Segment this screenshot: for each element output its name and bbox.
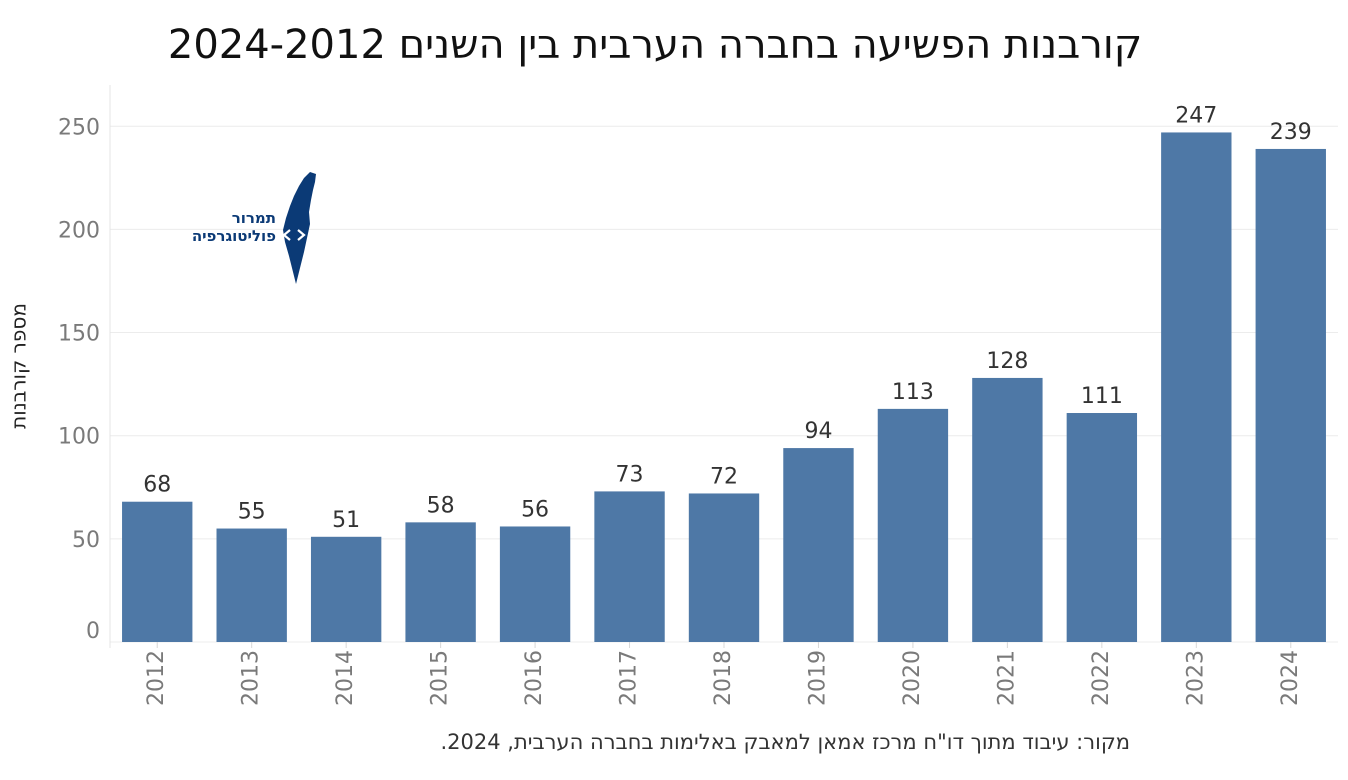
x-tick-label-2023: 2023 bbox=[1183, 650, 1208, 706]
x-tick-label-2012: 2012 bbox=[144, 650, 169, 706]
source-note: מקור: עיבוד מתוך דו"ח מרכז אמאן למאבק בא… bbox=[440, 730, 1130, 754]
bar-2020 bbox=[877, 408, 949, 642]
bar-2024 bbox=[1255, 148, 1326, 643]
bar-2023 bbox=[1161, 132, 1232, 642]
x-tick-label-2020: 2020 bbox=[900, 650, 925, 706]
y-axis-label: מספר קורבנות bbox=[7, 303, 31, 429]
data-label-2013: 55 bbox=[238, 500, 266, 525]
data-label-2024: 239 bbox=[1270, 120, 1312, 145]
chart-title: קורבנות הפשיעה בחברה הערבית בין השנים 20… bbox=[167, 22, 1143, 68]
data-label-2012: 68 bbox=[143, 473, 171, 498]
data-label-2017: 73 bbox=[616, 462, 644, 487]
bar-2019 bbox=[783, 448, 854, 642]
x-tick-label-2017: 2017 bbox=[617, 650, 642, 706]
bar-2018 bbox=[688, 493, 760, 642]
bars bbox=[122, 132, 1326, 643]
x-tick-label-2014: 2014 bbox=[333, 650, 358, 706]
bar-2022 bbox=[1066, 413, 1138, 642]
logo-line-2: פוליטוגרפיה bbox=[191, 227, 276, 245]
bar-2014 bbox=[310, 536, 382, 642]
x-tick-label-2015: 2015 bbox=[428, 650, 453, 706]
data-label-2021: 128 bbox=[986, 349, 1028, 374]
bar-2017 bbox=[594, 491, 665, 642]
x-tick-label-2013: 2013 bbox=[239, 650, 264, 706]
x-tick-label-2018: 2018 bbox=[711, 650, 736, 706]
x-tick-label-2024: 2024 bbox=[1278, 650, 1303, 706]
data-label-2015: 58 bbox=[427, 493, 455, 518]
x-tick-label-2021: 2021 bbox=[994, 650, 1019, 706]
bar-2015 bbox=[405, 522, 476, 642]
y-tick-label: 200 bbox=[58, 218, 100, 243]
bar-2012 bbox=[122, 501, 193, 642]
data-label-2023: 247 bbox=[1175, 103, 1217, 128]
y-tick-label: 50 bbox=[72, 528, 100, 553]
data-label-2019: 94 bbox=[804, 419, 832, 444]
y-axis-ticks: 0 50 100 150 200 250 bbox=[58, 115, 100, 644]
y-tick-label: 0 bbox=[86, 619, 100, 644]
x-tick-label-2019: 2019 bbox=[805, 650, 830, 706]
data-label-2018: 72 bbox=[710, 464, 738, 489]
bar-2016 bbox=[499, 526, 571, 642]
x-tick-label-2022: 2022 bbox=[1089, 650, 1114, 706]
data-label-2020: 113 bbox=[892, 380, 934, 405]
data-labels: 68 55 51 58 56 73 72 94 113 128 111 247 239 bbox=[143, 103, 1312, 532]
y-tick-label: 250 bbox=[58, 115, 100, 140]
data-label-2022: 111 bbox=[1081, 384, 1123, 409]
y-tick-label: 100 bbox=[58, 425, 100, 450]
bar-2021 bbox=[972, 377, 1043, 642]
logo: תמרור פוליטוגרפיה bbox=[186, 168, 326, 290]
logo-line-1: תמרור bbox=[231, 209, 276, 227]
y-tick-label: 150 bbox=[58, 322, 100, 347]
data-label-2016: 56 bbox=[521, 497, 549, 522]
data-label-2014: 51 bbox=[332, 508, 360, 533]
y-axis-label-text: מספר קורבנות bbox=[7, 303, 31, 429]
israel-map-icon bbox=[282, 172, 316, 284]
x-axis-ticks: 2012 2013 2014 2015 2016 2017 2018 2019 2020 2021… bbox=[144, 642, 1303, 706]
x-tick-label-2016: 2016 bbox=[522, 650, 547, 706]
bar-2013 bbox=[216, 528, 287, 642]
